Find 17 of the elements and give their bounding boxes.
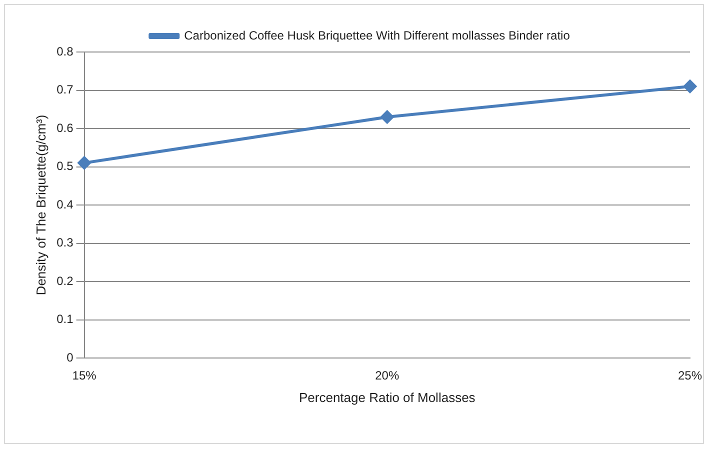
point (380, 110, 394, 124)
y-tick-label: 0.7 (56, 82, 74, 97)
y-axis-title: Density of The Briquette(g/cm³) (33, 114, 48, 296)
point (684, 80, 696, 93)
y-tick-label: 0.4 (56, 197, 74, 212)
y-tick-label: 0.8 (56, 44, 74, 58)
y-tick-label: 0.6 (56, 120, 74, 135)
legend-label: Carbonized Coffee Husk Briquettee With Different mollasses Binder ratio (184, 28, 570, 42)
y-tick-label: 0.1 (56, 312, 74, 326)
x-tick-label: 25% (678, 368, 702, 383)
y-tick-label: 0.5 (56, 159, 74, 174)
y-tick-label: 0.3 (56, 236, 74, 250)
x-tick-label: 15% (72, 368, 97, 383)
x-tick-label: 20% (375, 368, 400, 383)
y-tick-label: 0.2 (56, 274, 74, 288)
x-axis-title: Percentage Ratio of Mollasses (298, 390, 476, 405)
y-tick-label: 0 (66, 350, 74, 364)
